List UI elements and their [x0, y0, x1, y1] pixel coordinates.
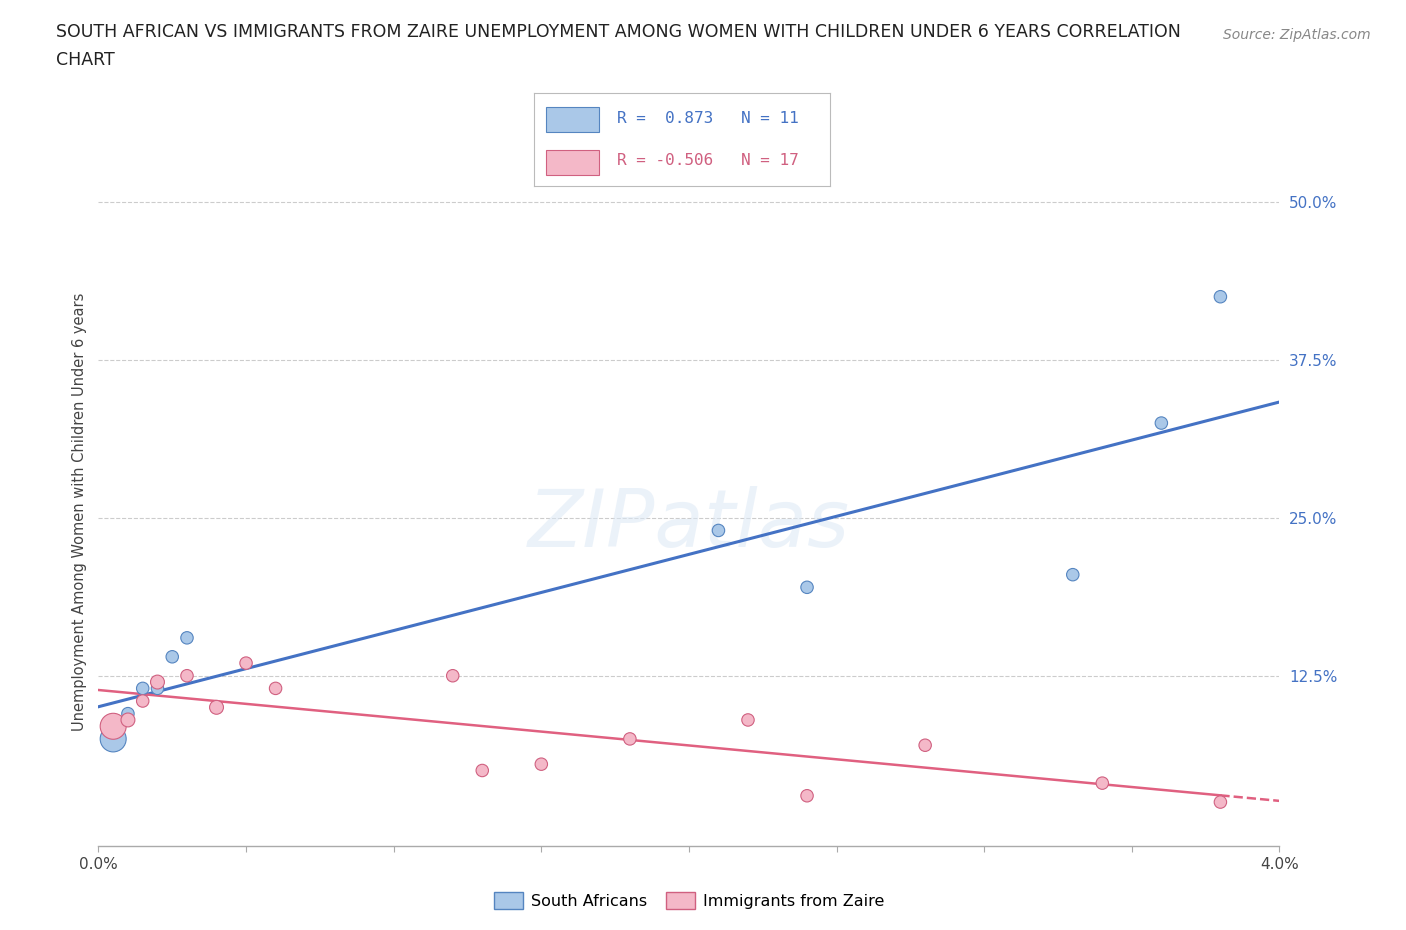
Text: SOUTH AFRICAN VS IMMIGRANTS FROM ZAIRE UNEMPLOYMENT AMONG WOMEN WITH CHILDREN UN: SOUTH AFRICAN VS IMMIGRANTS FROM ZAIRE U…: [56, 23, 1181, 41]
Point: [471, 763, 494, 777]
Legend: South Africans, Immigrants from Zaire: South Africans, Immigrants from Zaire: [488, 886, 890, 915]
Point: [103, 719, 125, 734]
Bar: [546, 150, 599, 175]
Point: [117, 712, 139, 727]
Point: [737, 712, 759, 727]
Text: R =  0.873: R = 0.873: [617, 111, 713, 126]
Text: CHART: CHART: [56, 51, 115, 69]
Text: N = 11: N = 11: [741, 111, 799, 126]
Point: [796, 789, 818, 804]
Point: [132, 681, 155, 696]
Y-axis label: Unemployment Among Women with Children Under 6 years: Unemployment Among Women with Children U…: [72, 292, 87, 731]
Point: [1091, 776, 1114, 790]
Point: [1209, 794, 1232, 809]
Point: [146, 674, 169, 689]
Point: [176, 631, 198, 645]
Point: [235, 656, 257, 671]
Text: R = -0.506: R = -0.506: [617, 153, 713, 168]
Point: [264, 681, 287, 696]
Point: [146, 681, 169, 696]
Point: [117, 706, 139, 721]
Point: [1150, 416, 1173, 431]
Point: [914, 737, 936, 752]
Point: [162, 649, 183, 664]
Point: [619, 732, 641, 747]
Point: [441, 669, 464, 684]
Text: ZIPatlas: ZIPatlas: [527, 485, 851, 564]
Point: [1062, 567, 1084, 582]
Point: [103, 732, 125, 747]
Text: N = 17: N = 17: [741, 153, 799, 168]
Text: Source: ZipAtlas.com: Source: ZipAtlas.com: [1223, 28, 1371, 42]
Point: [1209, 289, 1232, 304]
Point: [132, 694, 155, 709]
Point: [796, 580, 818, 595]
Point: [530, 757, 553, 772]
Point: [176, 669, 198, 684]
Bar: [546, 107, 599, 132]
Point: [707, 523, 730, 538]
Point: [205, 700, 228, 715]
